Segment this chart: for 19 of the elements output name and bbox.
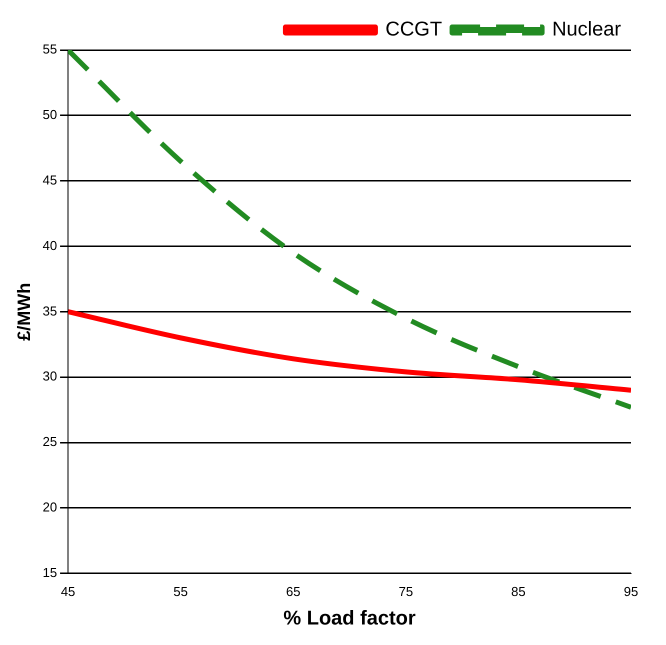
x-tick-label: 75 <box>398 584 414 599</box>
y-tick-label: 25 <box>42 434 58 450</box>
y-axis-title: £/MWh <box>14 282 34 341</box>
x-tick-label: 65 <box>286 584 300 599</box>
y-tick-label: 50 <box>42 107 58 122</box>
y-tick-label: 55 <box>42 42 58 57</box>
x-tick-label: 85 <box>511 584 526 599</box>
x-tick-label: 95 <box>624 584 638 599</box>
y-tick-label: 20 <box>42 500 58 515</box>
legend-label: CCGT <box>385 18 442 41</box>
x-tick-label: 45 <box>60 584 76 599</box>
y-tick-label: 40 <box>42 238 58 253</box>
legend-label: Nuclear <box>552 18 622 41</box>
y-tick-label: 30 <box>42 368 58 384</box>
y-tick-label: 35 <box>42 303 58 318</box>
y-tick-label: 45 <box>42 172 58 188</box>
x-tick-label: 55 <box>173 584 188 599</box>
x-axis-title: % Load factor <box>283 608 416 630</box>
y-tick-label: 15 <box>42 564 58 580</box>
